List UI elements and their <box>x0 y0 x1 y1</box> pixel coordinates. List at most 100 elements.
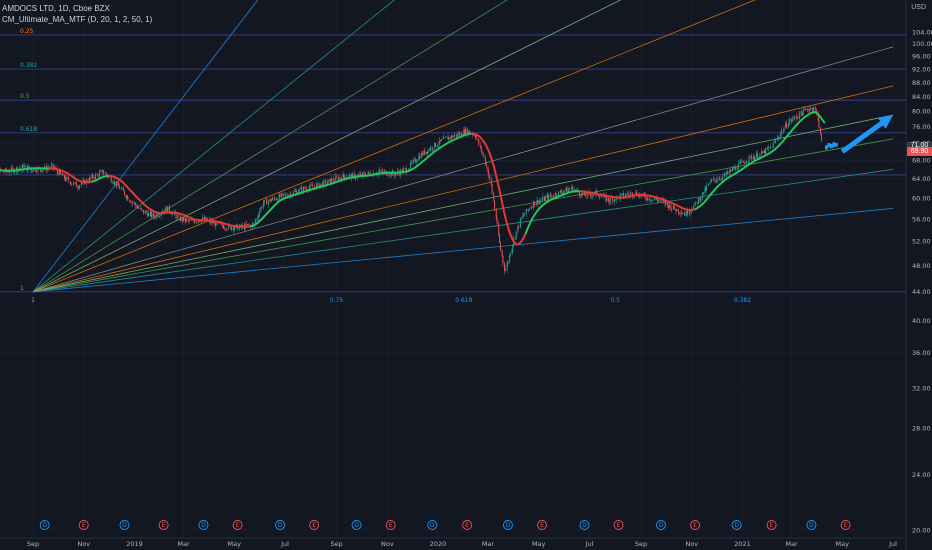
candle-body <box>583 192 585 195</box>
candle-body <box>284 194 286 195</box>
candle-body <box>464 130 466 135</box>
candle-body <box>390 172 392 176</box>
price-axis-label: 44.00 <box>912 288 931 296</box>
candle-body <box>753 157 755 160</box>
candle-body <box>167 206 169 212</box>
time-axis-label: Mar <box>177 540 190 548</box>
candle-body <box>568 189 570 192</box>
candle-body <box>158 216 160 217</box>
price-tag-current: 69.90 <box>907 147 932 157</box>
candle-body <box>526 209 528 211</box>
candle-body <box>96 174 98 176</box>
candle-body <box>246 223 248 226</box>
candle-body <box>454 134 456 137</box>
candle-body <box>420 153 422 159</box>
candle-body <box>493 193 495 201</box>
candle-body <box>279 194 281 197</box>
candle-body <box>79 185 81 188</box>
candle-body <box>697 198 699 204</box>
candle-body <box>480 146 482 152</box>
candle-body <box>676 209 678 212</box>
candle-body <box>501 249 503 256</box>
candle-body <box>485 164 487 167</box>
candle-body <box>353 173 355 175</box>
projection-bars <box>824 142 838 150</box>
time-axis-label: 2021 <box>734 540 751 548</box>
candle-body <box>191 219 193 221</box>
candle-body <box>629 193 631 196</box>
candle-body <box>203 217 205 220</box>
candle-body <box>155 214 157 218</box>
candle-body <box>178 215 180 217</box>
candle-body <box>619 194 621 199</box>
candle-body <box>635 192 637 196</box>
candle-body <box>550 195 552 197</box>
candle-body <box>751 156 753 160</box>
fan-ray <box>32 0 395 293</box>
candle-body <box>24 166 26 170</box>
event-marker-label: D <box>42 522 47 529</box>
candle-body <box>798 117 800 118</box>
candle-body <box>74 182 76 183</box>
candle-body <box>699 198 701 201</box>
ma-segment <box>471 132 527 246</box>
candle-body <box>266 199 268 205</box>
candle-body <box>609 198 611 203</box>
candle-body <box>432 148 434 150</box>
price-axis-label: 28.00 <box>912 425 931 433</box>
candle-body <box>765 148 767 154</box>
candle-body <box>395 173 397 176</box>
candle-body <box>267 201 269 205</box>
candle-body <box>69 181 71 185</box>
candle-body <box>320 183 322 185</box>
candle-body <box>483 154 485 158</box>
candle-body <box>688 213 690 215</box>
candle-body <box>292 191 294 195</box>
ma-segment <box>580 190 696 212</box>
candle-body <box>177 215 179 219</box>
candle-body <box>694 202 696 206</box>
candle-body <box>656 198 658 200</box>
candle-body <box>820 127 822 135</box>
candle-body <box>415 159 417 163</box>
candle-body <box>136 205 138 208</box>
candle-body <box>637 195 639 198</box>
candle-body <box>101 170 103 172</box>
event-marker-label: D <box>659 522 664 529</box>
candle-body <box>593 194 595 196</box>
candle-body <box>175 214 177 219</box>
candle-body <box>83 179 85 181</box>
fib-retracement-levels: 0.25 0.382 0.5 0.618 0.75 11 0.75 0.618 0.5 0.382 <box>0 28 906 304</box>
currency-label[interactable]: USD <box>911 4 926 11</box>
candle-body <box>713 178 715 180</box>
candle-body <box>332 178 334 181</box>
candle-body <box>581 192 583 197</box>
candle-body <box>114 181 116 184</box>
candle-body <box>29 165 31 168</box>
time-axis[interactable]: Sep Nov 2019 Mar May Jul Sep Nov 2020 Mar May Jul Se… <box>27 540 897 548</box>
candle-body <box>190 220 192 221</box>
price-axis-label: 60.00 <box>912 194 931 202</box>
candle-body <box>351 173 353 179</box>
ma-segment <box>694 111 826 211</box>
candle-body <box>335 176 337 181</box>
candle-body <box>764 150 766 154</box>
ma-segment <box>0 167 49 172</box>
time-axis-label: Mar <box>785 540 798 548</box>
candle-body <box>222 223 224 226</box>
candle-body <box>333 180 335 182</box>
candle-body <box>324 180 326 182</box>
candle-body <box>606 197 608 201</box>
forecast-arrow-shape <box>840 115 893 154</box>
candle-body <box>127 196 129 201</box>
candle-body <box>214 222 216 227</box>
candle-body <box>401 169 403 173</box>
candle-body <box>488 172 490 176</box>
fan-ray <box>32 114 894 293</box>
candle-body <box>64 178 66 181</box>
candle-body <box>479 145 481 147</box>
candle-body <box>518 226 520 227</box>
candle-body <box>72 183 74 185</box>
candle-body <box>112 182 114 184</box>
